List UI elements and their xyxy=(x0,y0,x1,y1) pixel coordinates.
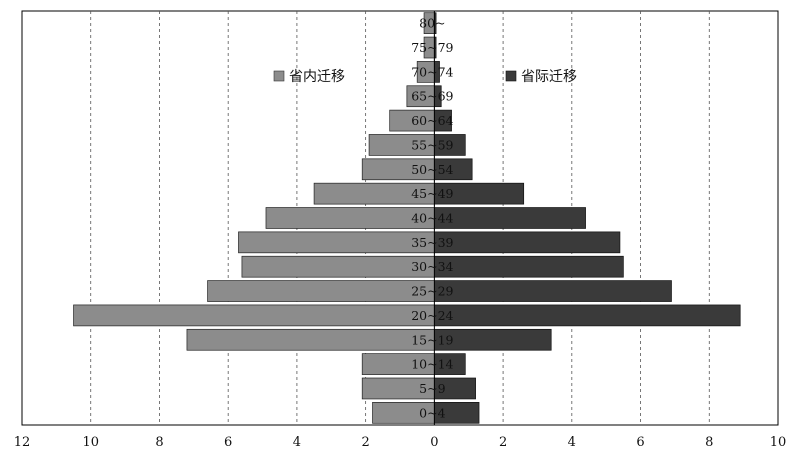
bar-inter-25~29 xyxy=(434,280,672,302)
age-label: 50~54 xyxy=(411,162,453,177)
legend-swatch-inter xyxy=(505,70,517,82)
bar-intra-40~44 xyxy=(265,207,435,229)
age-label: 30~34 xyxy=(411,259,453,274)
legend-left: 省内迁移 xyxy=(273,69,345,85)
age-group-labels: 0~4 5~9 10~14 15~19 20~24 25~29 30~34 35~39 40~4… xyxy=(411,16,453,421)
x-tick-label: 8 xyxy=(705,435,713,450)
x-tick-label: 4 xyxy=(568,435,576,450)
bar-inter-20~24 xyxy=(434,304,741,327)
age-label: 15~19 xyxy=(411,332,453,347)
age-label: 5~9 xyxy=(419,381,445,396)
age-label: 0~4 xyxy=(419,405,445,420)
x-tick-label: 10 xyxy=(770,435,787,450)
bar-intra-30~34 xyxy=(241,255,435,278)
x-tick-label: 12 xyxy=(14,435,31,450)
x-tick-label: 2 xyxy=(361,435,369,450)
bar-intra-25~29 xyxy=(207,280,435,302)
bars xyxy=(73,11,741,425)
age-label: 70~74 xyxy=(411,64,453,79)
age-label: 10~14 xyxy=(411,357,453,372)
legend-right: 省际迁移 xyxy=(505,69,577,85)
age-label: 20~24 xyxy=(411,308,453,323)
x-tick-label: 2 xyxy=(499,435,507,450)
age-label: 40~44 xyxy=(411,211,453,226)
age-label: 25~29 xyxy=(411,284,453,299)
legend-label-inter: 省际迁移 xyxy=(521,69,577,85)
bar-intra-35~39 xyxy=(238,231,435,254)
x-tick-label: 4 xyxy=(293,435,301,450)
x-tick-label: 8 xyxy=(155,435,163,450)
x-tick-label: 10 xyxy=(82,435,99,450)
age-label: 65~69 xyxy=(411,89,453,104)
age-label: 45~49 xyxy=(411,186,453,201)
age-label: 55~59 xyxy=(411,137,453,152)
age-label: 80~ xyxy=(419,16,445,31)
bar-intra-20~24 xyxy=(73,304,435,327)
bar-inter-35~39 xyxy=(434,231,621,254)
age-label: 60~64 xyxy=(411,113,453,128)
x-tick-label: 6 xyxy=(224,435,232,450)
x-tick-label: 6 xyxy=(636,435,644,450)
x-axis-tick-labels: 12 10 8 6 4 2 0 2 4 6 8 10 xyxy=(14,435,787,450)
bar-intra-15~19 xyxy=(186,328,435,351)
legend-label-intra: 省内迁移 xyxy=(289,69,345,85)
bar-inter-40~44 xyxy=(434,207,586,229)
age-label: 75~79 xyxy=(411,40,453,55)
x-tick-label: 0 xyxy=(430,435,438,450)
legend-swatch-intra xyxy=(273,70,285,82)
age-label: 35~39 xyxy=(411,235,453,250)
bar-inter-30~34 xyxy=(434,255,624,278)
